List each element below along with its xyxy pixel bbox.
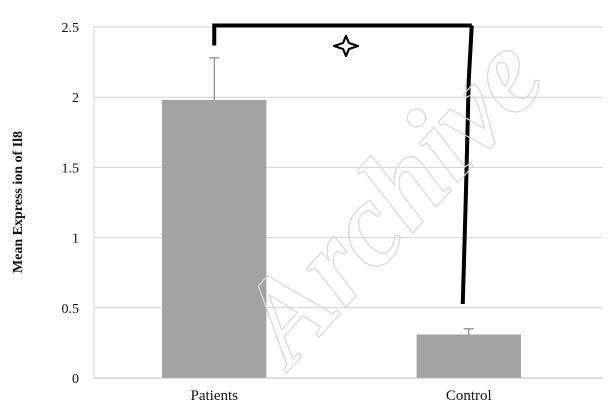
y-tick-label: 0 xyxy=(72,372,79,387)
x-tick-label: Control xyxy=(446,388,492,404)
y-tick-label: 1.5 xyxy=(62,161,80,176)
bar-control xyxy=(416,334,521,378)
y-tick-label: 0.5 xyxy=(62,302,80,317)
bracket-top xyxy=(212,23,472,46)
x-tick-label: Patients xyxy=(191,388,239,404)
bracket-right-drop xyxy=(460,25,474,305)
star-icon xyxy=(332,34,360,58)
significance-bracket xyxy=(212,23,474,305)
y-tick-label: 2 xyxy=(72,91,79,106)
bars xyxy=(162,57,521,379)
y-tick-label: 2.5 xyxy=(62,21,80,36)
y-axis-label: Mean Express ion of Il8 xyxy=(11,131,26,273)
y-tick-label: 1 xyxy=(72,232,79,247)
x-category-labels: Patients Control xyxy=(191,388,492,404)
bar-patients xyxy=(162,100,267,379)
y-tick-labels: 0 0.5 1 1.5 2 2.5 xyxy=(62,21,80,387)
